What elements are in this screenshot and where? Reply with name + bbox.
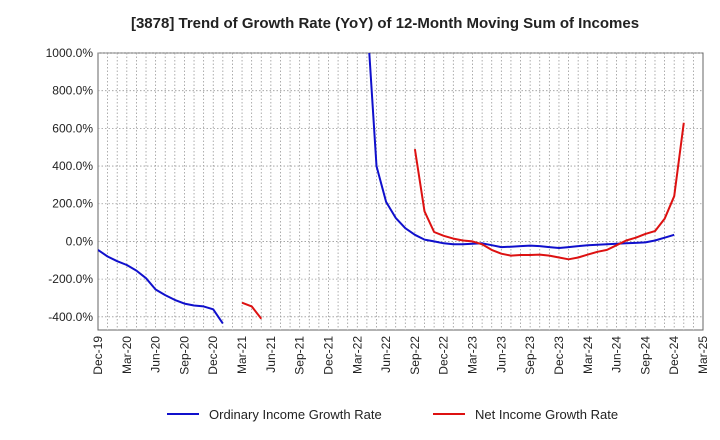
series-lines: [98, 53, 685, 324]
x-tick-label: Jun-21: [264, 336, 278, 373]
x-tick-label: Sep-23: [523, 336, 537, 375]
x-tick-label: Dec-20: [206, 336, 220, 375]
y-tick-label: 400.0%: [52, 159, 93, 173]
x-tick-label: Mar-22: [350, 336, 364, 374]
x-tick-label: Mar-21: [235, 336, 249, 374]
y-tick-label: -200.0%: [48, 272, 93, 286]
x-axis-tick-labels: Dec-19 Mar-20 Jun-20 Sep-20 Dec-20 Mar-21 Jun-…: [91, 336, 710, 375]
legend-label: Ordinary Income Growth Rate: [209, 407, 382, 422]
x-tick-label: Sep-20: [177, 336, 191, 375]
x-tick-label: Sep-21: [293, 336, 307, 375]
x-tick-label: Dec-23: [552, 336, 566, 375]
legend-label: Net Income Growth Rate: [475, 407, 618, 422]
y-tick-label: 1000.0%: [46, 46, 94, 60]
x-tick-label: Mar-25: [696, 336, 710, 374]
y-tick-label: 800.0%: [52, 84, 93, 98]
grid-lines: [98, 52, 703, 330]
x-tick-label: Sep-24: [638, 336, 652, 375]
x-tick-label: Dec-24: [667, 336, 681, 375]
chart-title: [3878] Trend of Growth Rate (YoY) of 12-…: [131, 15, 639, 32]
series-line: [241, 122, 685, 320]
x-tick-label: Mar-20: [120, 336, 134, 374]
x-tick-label: Jun-23: [494, 336, 508, 373]
x-tick-label: Jun-24: [610, 336, 624, 373]
y-tick-label: 0.0%: [66, 234, 94, 248]
x-tick-label: Sep-22: [408, 336, 422, 375]
y-tick-label: 200.0%: [52, 197, 93, 211]
y-tick-label: 600.0%: [52, 121, 93, 135]
x-tick-label: Jun-20: [149, 336, 163, 373]
y-axis-tick-labels: 1000.0% 800.0% 600.0% 400.0% 200.0% 0.0% -200.…: [46, 46, 94, 324]
legend: Ordinary Income Growth Rate Net Income Gr…: [167, 407, 618, 422]
series-line: [98, 53, 675, 324]
x-tick-label: Dec-19: [91, 336, 105, 375]
x-tick-label: Mar-23: [466, 336, 480, 374]
x-tick-label: Mar-24: [581, 336, 595, 374]
plot-frame: [97, 52, 704, 331]
y-tick-label: -400.0%: [48, 310, 93, 324]
x-tick-label: Dec-21: [321, 336, 335, 375]
x-tick-label: Jun-22: [379, 336, 393, 373]
plot-area: [97, 52, 704, 331]
x-tick-label: Dec-22: [437, 336, 451, 375]
